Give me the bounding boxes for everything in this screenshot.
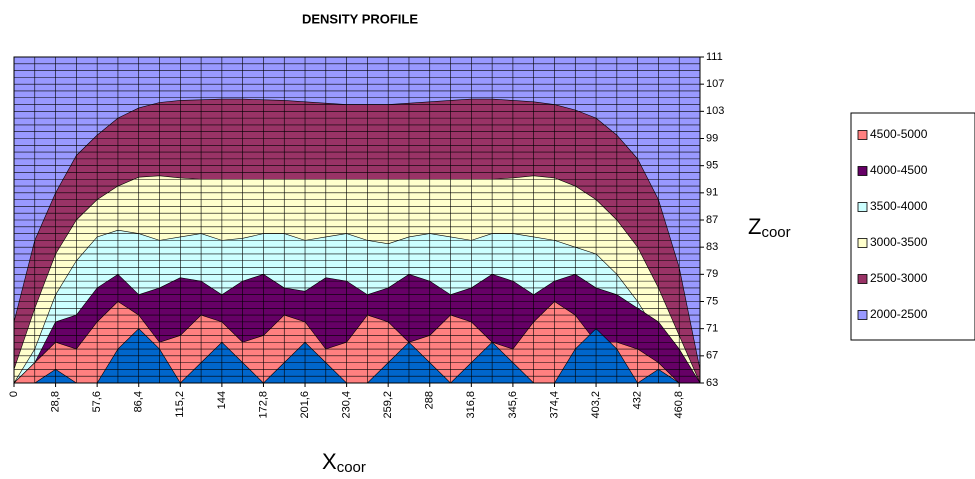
x-tick-label: 201,6 [299,391,311,419]
y-tick-label: 111 [706,51,723,63]
x-tick-label: 86,4 [133,391,145,412]
x-tick-label: 432 [632,391,644,409]
x-axis-label: Xcoor [322,449,366,476]
y-tick-label: 71 [706,323,718,335]
x-tick-label: 230,4 [341,391,353,419]
x-tick-label: 345,6 [507,391,519,419]
x-tick-label: 28,8 [49,391,61,412]
x-tick-label: 460,8 [673,391,685,419]
legend-swatch [857,238,868,248]
legend-swatch [857,130,868,140]
y-tick-label: 79 [706,268,718,280]
legend-label: 3500-4000 [870,199,928,213]
legend-label: 2000-2500 [870,307,928,321]
x-tick-label: 172,8 [257,391,269,419]
legend-label: 2500-3000 [870,271,928,285]
y-axis-label: Zcoor [748,214,791,241]
x-tick-label: 0 [8,391,20,397]
y-tick-label: 107 [706,78,724,90]
y-tick-label: 87 [706,214,718,226]
legend-swatch [857,202,868,212]
legend-swatch [857,166,868,176]
y-tick-label: 103 [706,105,724,117]
x-tick-label: 259,2 [382,391,394,419]
legend-box [850,112,975,341]
legend-label: 4500-5000 [870,127,928,141]
x-tick-label: 144 [216,391,228,409]
legend-swatch [857,274,868,284]
legend-swatch [857,310,868,320]
y-axis-label-sub: coor [761,224,790,241]
y-axis-label-main: Z [748,214,761,239]
y-tick-label: 95 [706,160,718,172]
legend-label: 4000-4500 [870,163,928,177]
y-tick-label: 63 [706,377,718,389]
y-tick-label: 67 [706,350,718,362]
x-tick-label: 403,2 [590,391,602,419]
y-tick-label: 75 [706,295,718,307]
x-tick-label: 288 [424,391,436,409]
x-tick-label: 115,2 [174,391,186,418]
x-tick-label: 316,8 [465,391,477,419]
x-axis-label-sub: coor [337,459,366,476]
legend-label: 3000-3500 [870,235,928,249]
x-tick-label: 57,6 [91,391,103,412]
x-axis-label-main: X [322,449,337,474]
chart-title: DENSITY PROFILE [302,11,418,26]
y-tick-label: 83 [706,241,718,253]
y-tick-label: 99 [706,132,718,144]
y-tick-label: 91 [706,187,718,199]
x-tick-label: 374,4 [548,391,560,419]
